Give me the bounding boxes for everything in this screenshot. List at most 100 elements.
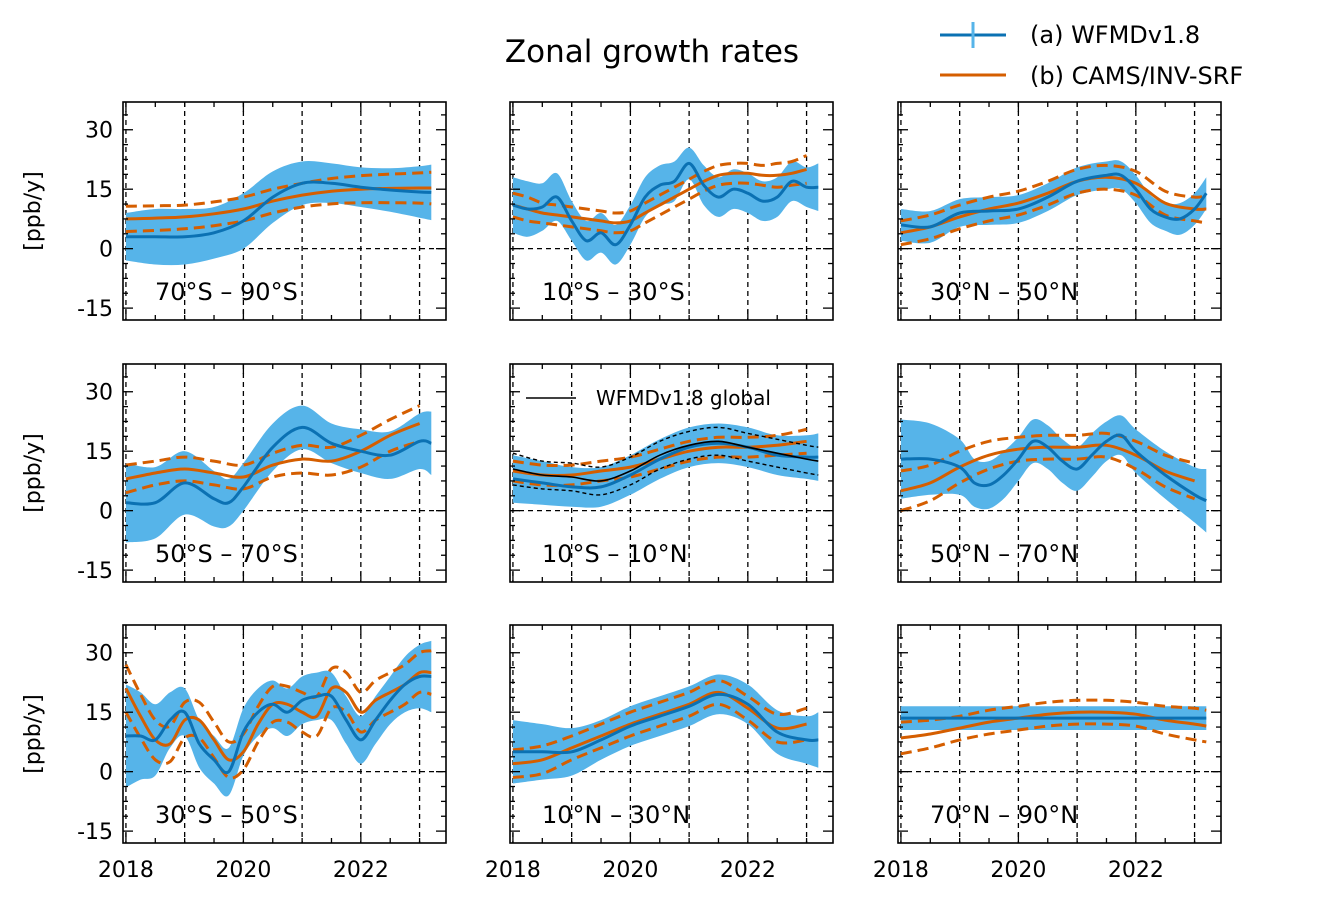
- plot-area: [512, 674, 819, 784]
- y-tick-label: 0: [99, 761, 113, 786]
- cams-mean-line: [900, 710, 1207, 740]
- cams-upper-bound-line: [125, 170, 432, 208]
- wfmd-uncertainty-band: [125, 640, 432, 797]
- cams-lower-bound-line: [900, 455, 1196, 513]
- x-tick-label: 2020: [602, 858, 658, 883]
- legend-cams-label: (b) CAMS/INV-SRF: [1030, 62, 1243, 90]
- region-label: 70°S – 90°S: [155, 278, 298, 306]
- cams-mean-line: [512, 167, 807, 225]
- global-lower-line: [512, 454, 819, 496]
- wfmd-mean-line: [512, 692, 819, 755]
- axes-frame: [509, 101, 834, 321]
- panel-5: 10°S – 10°N WFMDv1.8 global: [509, 363, 834, 583]
- plot-area: [512, 147, 819, 265]
- y-axis-label: [ppb/y]: [21, 171, 46, 251]
- wfmd-mean-line: [125, 674, 432, 775]
- cams-lower-bound-line: [124, 690, 432, 780]
- panel-4: -15 0 15 30 [ppb/y] 50°S – 70°S: [21, 363, 447, 584]
- panel-6: 50°N – 70°N: [897, 363, 1222, 583]
- y-tick-label: 30: [85, 642, 113, 667]
- axes-frame: [897, 101, 1222, 321]
- cams-upper-bound-line: [900, 431, 1195, 473]
- wfmd-mean-line: [512, 441, 819, 490]
- inset-legend-label: WFMDv1.8 global: [596, 386, 771, 410]
- cams-upper-bound-line: [900, 163, 1207, 223]
- x-tick-label: 2020: [215, 858, 271, 883]
- wfmd-mean-line: [125, 425, 432, 506]
- plot-area: [124, 640, 432, 797]
- y-tick-label: -15: [77, 559, 113, 584]
- panel-2: 10°S – 30°S: [509, 101, 834, 321]
- axes-frame: [897, 624, 1222, 844]
- panel-9: 2018 2020 2022 70°N – 90°N: [873, 624, 1222, 883]
- panel-grid: -15 0 15 30 [ppb/y] 70°S – 90°S 10°S – 30°S 30°…: [21, 101, 1222, 883]
- y-tick-label: 0: [99, 500, 113, 525]
- y-tick-label: 0: [99, 238, 113, 263]
- cams-lower-bound-line: [900, 722, 1207, 756]
- cams-lower-bound-line: [125, 439, 421, 495]
- y-tick-label: -15: [77, 820, 113, 845]
- plot-area: [125, 404, 432, 543]
- cams-mean-line: [125, 186, 432, 221]
- plot-area: [512, 423, 819, 508]
- x-tick-label: 2018: [98, 858, 154, 883]
- plot-area: [125, 161, 432, 266]
- x-tick-label: 2020: [990, 858, 1046, 883]
- cams-lower-bound-line: [512, 181, 807, 235]
- y-axis-label: [ppb/y]: [21, 433, 46, 513]
- panel-8: 2018 2020 2022 10°N – 30°N: [485, 624, 834, 883]
- cams-lower-bound-line: [125, 201, 432, 234]
- wfmd-uncertainty-band: [125, 405, 432, 543]
- region-label: 70°N – 90°N: [930, 801, 1078, 829]
- legend-entry-cams: (b) CAMS/INV-SRF: [940, 62, 1243, 90]
- axes-frame: [509, 363, 834, 583]
- panel-7: -15 0 15 30 [ppb/y] 2018 2020 2022 30°S – 50°S: [21, 624, 447, 883]
- y-tick-label: -15: [77, 297, 113, 322]
- region-label: 50°N – 70°N: [930, 540, 1078, 568]
- y-tick-label: 30: [85, 381, 113, 406]
- cams-upper-bound-line: [512, 427, 807, 468]
- wfmd-mean-line: [125, 180, 432, 239]
- plot-area: [900, 698, 1207, 756]
- axes-frame: [897, 363, 1222, 583]
- cams-mean-line: [124, 670, 432, 762]
- y-tick-label: 15: [85, 178, 113, 203]
- axes-frame: [122, 624, 447, 844]
- axes-frame: [509, 624, 834, 844]
- cams-upper-bound-line: [900, 698, 1207, 724]
- figure-legend: (a) WFMDv1.8 (b) CAMS/INV-SRF: [940, 21, 1243, 90]
- global-upper-line: [512, 426, 819, 468]
- y-axis-label: [ppb/y]: [21, 694, 46, 774]
- cams-upper-bound-line: [512, 678, 807, 752]
- region-label: 50°S – 70°S: [155, 540, 298, 568]
- plot-area: [900, 160, 1208, 247]
- region-label: 10°N – 30°N: [542, 801, 690, 829]
- x-tick-label: 2022: [333, 858, 389, 883]
- x-tick-label: 2018: [485, 858, 541, 883]
- x-tick-label: 2022: [1108, 858, 1164, 883]
- region-label: 10°S – 10°N: [542, 540, 688, 568]
- axes-frame: [122, 101, 447, 321]
- panel-1: -15 0 15 30 [ppb/y] 70°S – 90°S: [21, 101, 447, 322]
- cams-mean-line: [900, 175, 1207, 235]
- global-mean-line: [512, 440, 819, 482]
- region-label: 30°N – 50°N: [930, 278, 1078, 306]
- legend-wfmd-label: (a) WFMDv1.8: [1030, 21, 1200, 49]
- y-tick-label: 30: [85, 119, 113, 144]
- y-tick-label: 15: [85, 701, 113, 726]
- wfmd-mean-line: [900, 172, 1208, 229]
- region-label: 30°S – 50°S: [155, 801, 298, 829]
- panel-3: 30°N – 50°N: [897, 101, 1222, 321]
- legend-entry-wfmd: (a) WFMDv1.8: [940, 21, 1200, 49]
- axes-frame: [122, 363, 447, 583]
- x-tick-label: 2022: [720, 858, 776, 883]
- wfmd-uncertainty-band: [512, 147, 819, 265]
- cams-lower-bound-line: [512, 451, 807, 487]
- plot-area: [900, 415, 1207, 533]
- wfmd-mean-line: [512, 161, 819, 247]
- cams-lower-bound-line: [900, 187, 1207, 247]
- region-label: 10°S – 30°S: [542, 278, 685, 306]
- y-tick-label: 15: [85, 440, 113, 465]
- x-tick-label: 2018: [873, 858, 929, 883]
